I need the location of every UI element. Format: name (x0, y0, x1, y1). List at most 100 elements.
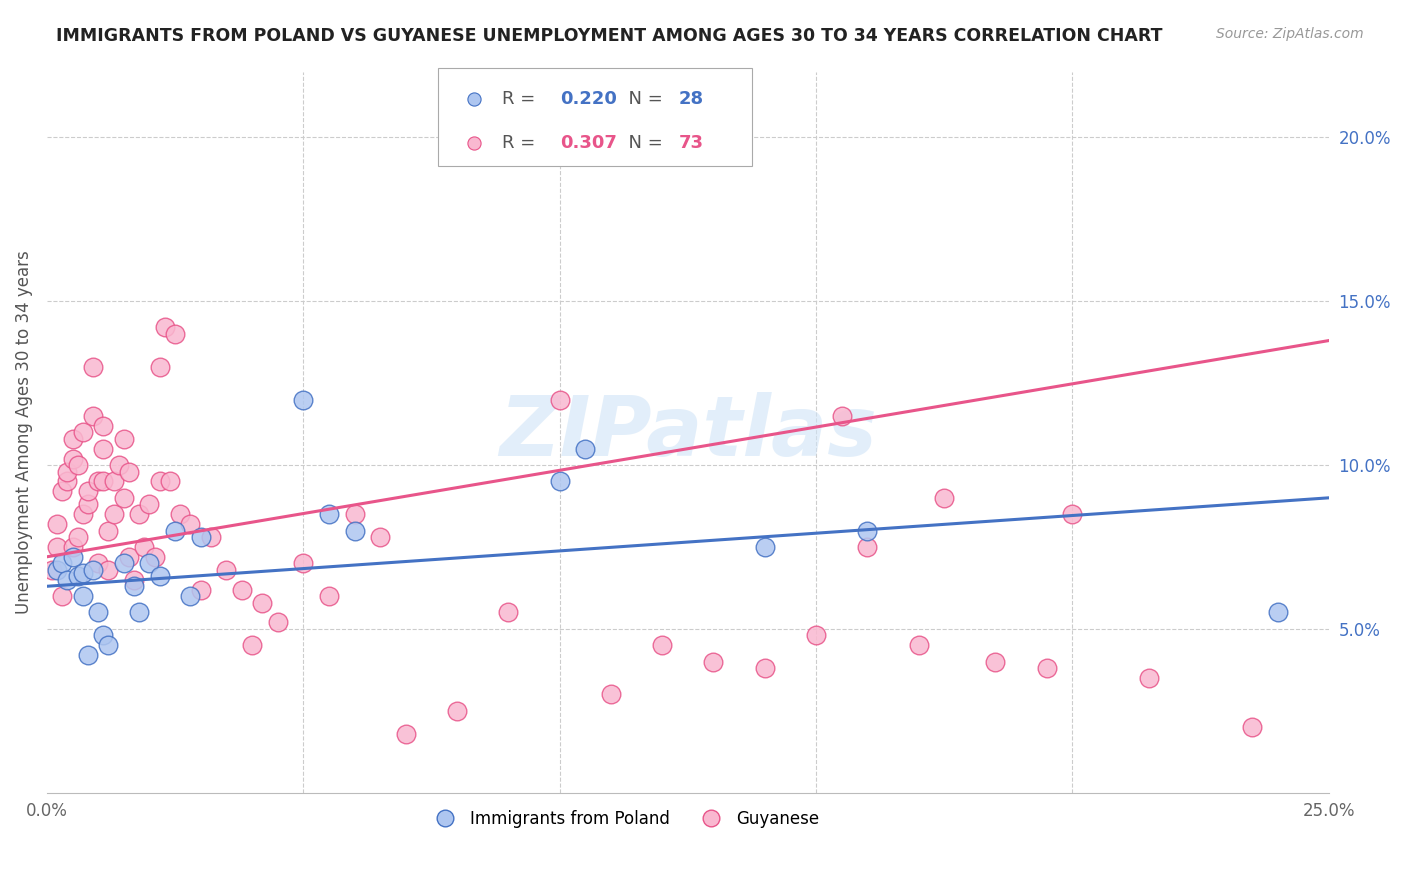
Point (56, 475, 79, 489)
Point (134, 540, 156, 554)
Point (112, 557, 135, 571)
Point (77, 497, 100, 511)
Text: 73: 73 (679, 134, 704, 152)
Point (97, 563, 120, 577)
Point (138, 557, 160, 571)
Text: 0.220: 0.220 (560, 90, 616, 108)
Point (343, 507, 366, 521)
Point (87, 475, 110, 489)
Point (56, 573, 79, 587)
Point (97, 524, 120, 538)
Point (240, 638, 263, 652)
Point (128, 507, 150, 521)
Point (128, 606, 150, 620)
Point (907, 638, 929, 652)
Point (266, 615, 288, 630)
Point (82, 409, 104, 423)
Point (153, 320, 176, 334)
Point (91, 628, 114, 642)
Point (292, 392, 315, 407)
Point (179, 589, 201, 603)
Text: ZIPatlas: ZIPatlas (499, 392, 877, 473)
Point (77, 484, 100, 499)
Point (51, 484, 73, 499)
Point (103, 475, 125, 489)
Point (91, 418, 114, 433)
Point (754, 661, 776, 675)
Point (46, 516, 69, 531)
Point (1137, 671, 1160, 685)
Point (252, 596, 274, 610)
Point (292, 557, 315, 571)
Point (190, 582, 212, 597)
Point (118, 465, 141, 479)
Point (87, 606, 110, 620)
Point (159, 475, 181, 489)
Point (1062, 507, 1084, 521)
Point (1240, 720, 1263, 734)
Point (77, 648, 100, 662)
Point (368, 530, 391, 544)
Point (66, 530, 89, 544)
Point (72, 589, 94, 603)
Point (46, 540, 69, 554)
Point (318, 507, 340, 521)
Point (62, 451, 84, 466)
Point (51, 589, 73, 603)
Point (87, 557, 110, 571)
Point (118, 549, 141, 564)
Point (72, 507, 94, 521)
Point (51, 557, 73, 571)
Point (122, 573, 145, 587)
Point (62, 549, 84, 564)
Point (548, 475, 571, 489)
Point (46, 563, 69, 577)
Legend: Immigrants from Poland, Guyanese: Immigrants from Poland, Guyanese (422, 804, 827, 835)
Point (149, 569, 172, 583)
Text: R =: R = (502, 90, 541, 108)
Point (169, 507, 191, 521)
Point (804, 628, 827, 642)
Text: R =: R = (502, 134, 541, 152)
Point (149, 475, 172, 489)
Point (395, 727, 418, 741)
Point (62, 432, 84, 446)
Y-axis label: Unemployment Among Ages 30 to 34 years: Unemployment Among Ages 30 to 34 years (15, 251, 32, 615)
Point (856, 540, 879, 554)
Point (165, 326, 187, 341)
Point (82, 563, 104, 577)
Point (215, 563, 238, 577)
Point (91, 442, 114, 456)
Point (856, 524, 879, 538)
Point (831, 409, 853, 423)
Point (149, 359, 172, 374)
Point (498, 606, 520, 620)
Point (112, 432, 135, 446)
Point (72, 425, 94, 440)
Point (200, 530, 222, 544)
Point (574, 442, 596, 456)
Point (446, 704, 468, 718)
Text: Source: ZipAtlas.com: Source: ZipAtlas.com (1216, 27, 1364, 41)
Point (190, 530, 212, 544)
Point (1035, 661, 1057, 675)
Point (66, 569, 89, 583)
Text: 0.307: 0.307 (560, 134, 616, 152)
Point (702, 655, 724, 669)
Text: N =: N = (617, 134, 669, 152)
Point (1267, 606, 1289, 620)
Point (122, 579, 145, 593)
Point (165, 524, 187, 538)
Point (91, 475, 114, 489)
Point (97, 638, 120, 652)
Text: N =: N = (617, 90, 669, 108)
Point (231, 582, 253, 597)
Point (103, 507, 125, 521)
Point (548, 392, 571, 407)
Point (600, 687, 623, 701)
Point (651, 638, 673, 652)
Text: 28: 28 (679, 90, 704, 108)
Point (138, 497, 160, 511)
Point (72, 566, 94, 581)
Point (41, 563, 63, 577)
